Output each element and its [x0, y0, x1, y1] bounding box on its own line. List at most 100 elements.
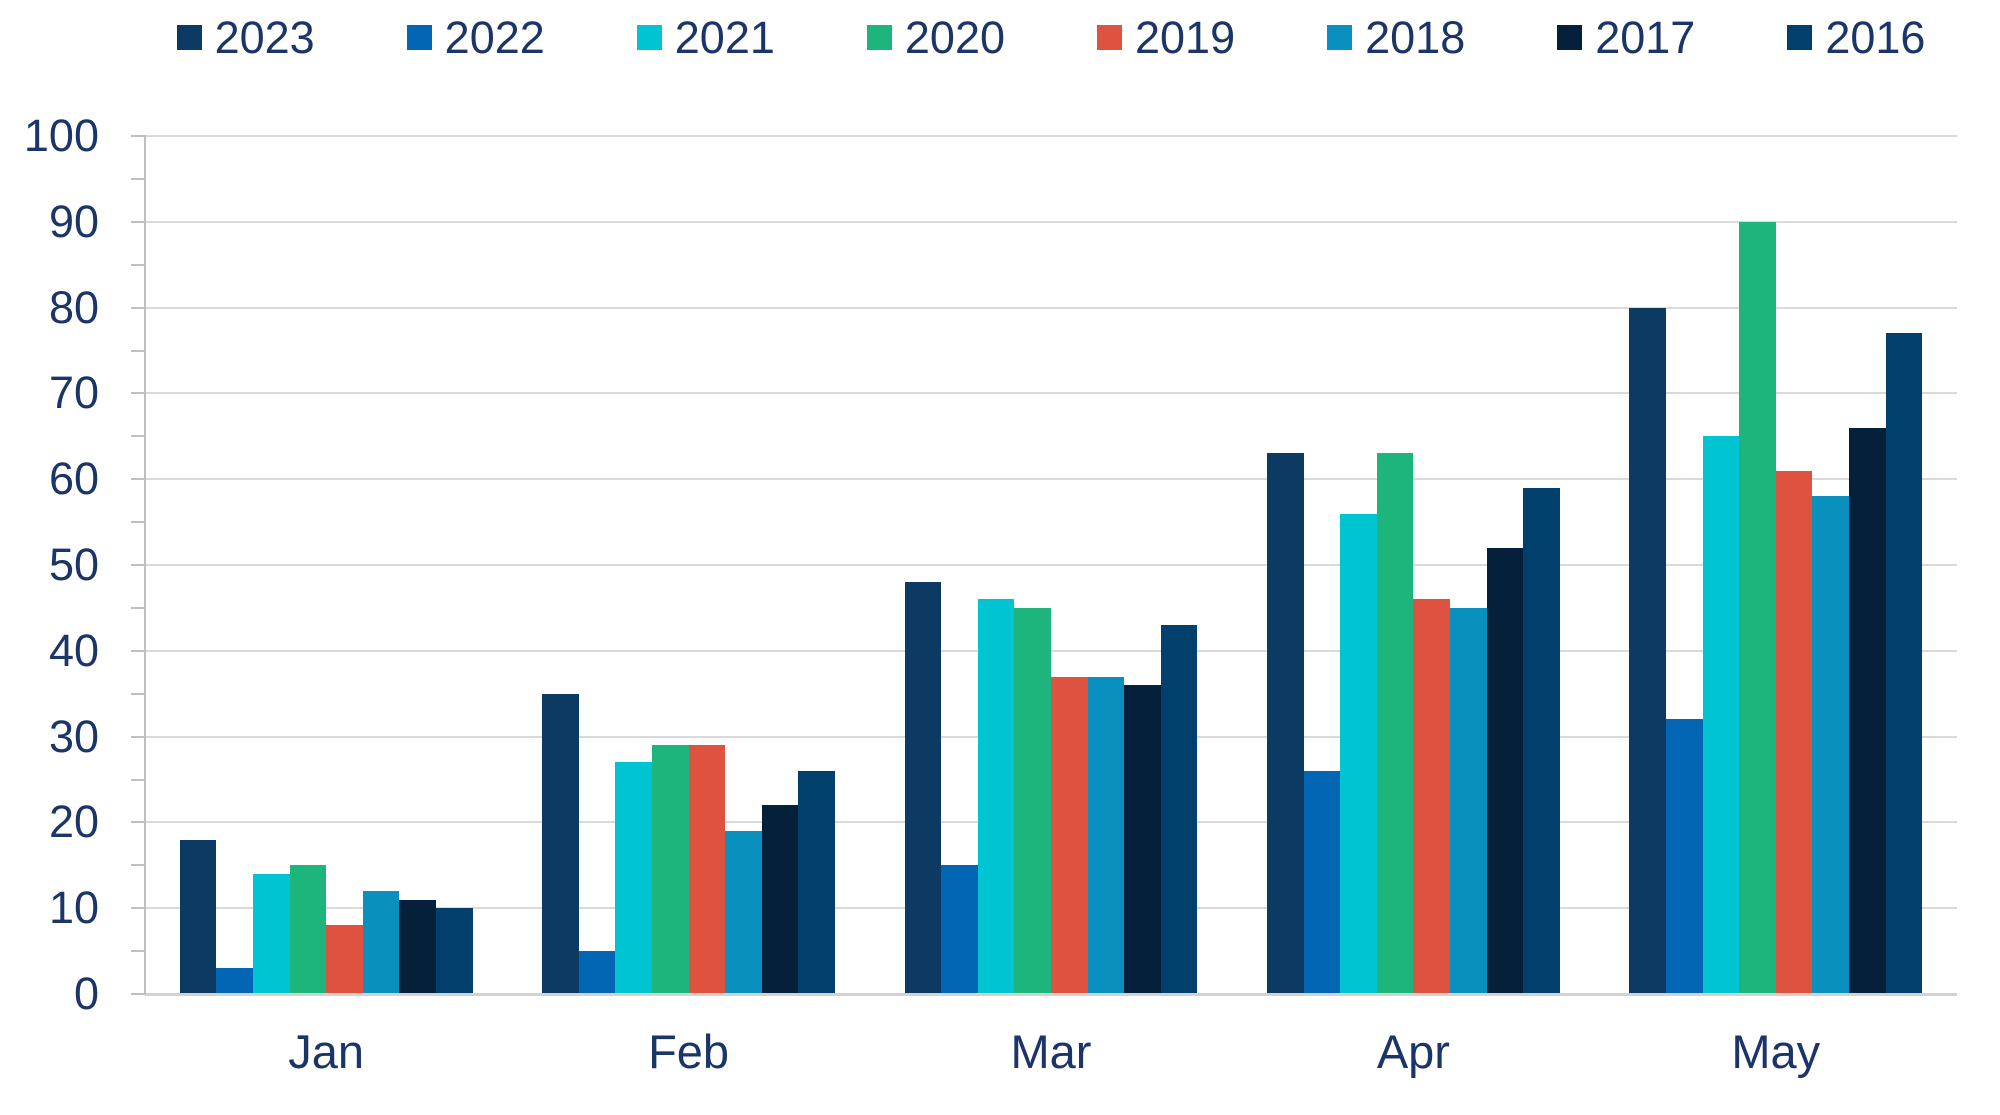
y-axis-tick — [131, 564, 146, 566]
y-axis-label: 0 — [73, 968, 99, 1019]
bar-2018-Mar — [1087, 676, 1125, 994]
bar-2022-May — [1666, 719, 1703, 994]
legend-item-2019: 2019 — [1097, 15, 1235, 60]
bar-2020-Apr — [1376, 453, 1414, 994]
bar-2022-Mar — [941, 865, 978, 994]
y-axis-label: 100 — [23, 110, 99, 161]
bar-2016-Mar — [1160, 625, 1198, 994]
y-axis-tick — [131, 392, 146, 395]
legend-swatch-icon — [1557, 24, 1583, 50]
gridline — [145, 564, 1957, 566]
bar-2020-Feb — [652, 745, 689, 994]
y-axis-tick — [131, 435, 146, 438]
bar-2017-Jan — [399, 899, 436, 994]
x-axis-label-Apr: Apr — [1376, 1025, 1450, 1078]
y-axis-tick — [131, 306, 146, 309]
bar-2020-Jan — [289, 865, 327, 994]
legend-label: 2020 — [904, 11, 1005, 63]
y-axis-tick — [131, 692, 146, 695]
legend-item-2022: 2022 — [406, 11, 545, 63]
plot-area — [145, 135, 1957, 994]
y-axis-tick — [131, 821, 146, 824]
legend-swatch-icon — [406, 24, 432, 50]
bar-2019-Feb — [688, 745, 726, 994]
bar-2020-Mar — [1014, 607, 1051, 994]
bar-2022-Apr — [1303, 770, 1341, 994]
legend-swatch-icon — [866, 24, 892, 50]
x-axis-label-Jan: Jan — [288, 1025, 365, 1078]
bar-2023-May — [1629, 307, 1666, 994]
gridline — [145, 135, 1957, 137]
bar-2022-Feb — [578, 951, 616, 994]
y-axis-label: 30 — [48, 710, 99, 762]
y-axis-label: 70 — [48, 367, 99, 419]
y-axis-tick — [131, 950, 146, 953]
x-axis-label-May: May — [1731, 1025, 1821, 1078]
legend-item-2023: 2023 — [176, 15, 315, 60]
gridline — [145, 392, 1957, 395]
bar-2016-Apr — [1523, 487, 1560, 994]
y-axis-tick — [131, 907, 146, 910]
bar-2023-Apr — [1267, 453, 1304, 994]
gridline — [145, 649, 1957, 652]
legend-item-2021: 2021 — [636, 11, 775, 63]
y-axis-label: 80 — [48, 281, 99, 333]
bar-2016-Feb — [798, 770, 835, 994]
legend-label: 2022 — [444, 11, 545, 63]
legend-label: 2016 — [1825, 11, 1926, 63]
bar-2021-Feb — [615, 762, 652, 994]
legend-item-2017: 2017 — [1557, 15, 1695, 60]
bar-2021-Jan — [253, 873, 290, 994]
bar-2023-Feb — [542, 693, 579, 994]
bar-2022-Jan — [216, 968, 253, 994]
legend-item-2016: 2016 — [1787, 15, 1925, 60]
legend-swatch-icon — [636, 24, 662, 50]
legend-swatch-icon — [1787, 24, 1813, 50]
y-axis-label: 90 — [48, 195, 99, 247]
bar-2021-Mar — [977, 599, 1015, 994]
bar-2016-May — [1885, 333, 1923, 994]
legend-label: 2021 — [674, 11, 775, 63]
bar-2019-Jan — [326, 925, 363, 994]
gridline — [145, 220, 1957, 223]
x-axis-label-Feb: Feb — [648, 1025, 730, 1078]
bar-2021-Apr — [1340, 513, 1377, 994]
y-axis-tick — [131, 735, 146, 738]
bar-2017-Apr — [1486, 547, 1524, 994]
x-axis-line — [145, 993, 1957, 996]
bar-2019-May — [1775, 470, 1813, 994]
bar-2018-Apr — [1450, 607, 1487, 994]
y-axis-tick — [131, 135, 146, 137]
bar-2023-Jan — [179, 839, 217, 994]
legend-item-2018: 2018 — [1327, 15, 1465, 60]
bar-2019-Mar — [1051, 676, 1088, 994]
y-axis-label: 40 — [48, 624, 99, 676]
legend-label: 2019 — [1135, 11, 1236, 63]
y-axis-label: 60 — [48, 453, 99, 505]
y-axis-tick — [131, 220, 146, 223]
bar-2017-May — [1849, 427, 1886, 994]
legend-label: 2017 — [1595, 11, 1696, 63]
y-axis-tick — [131, 606, 146, 609]
legend-label: 2018 — [1365, 11, 1466, 63]
y-axis-tick — [131, 478, 146, 481]
y-axis-tick — [131, 778, 146, 781]
gridline — [145, 306, 1957, 309]
bar-2023-Mar — [904, 582, 942, 994]
bar-2018-Jan — [362, 891, 400, 994]
chart-legend: 2023 2022 2021 2020 2019 2018 2017 2016 — [145, 8, 1957, 66]
y-axis-tick — [131, 864, 146, 867]
y-axis-tick — [131, 177, 146, 180]
legend-swatch-icon — [1097, 24, 1122, 50]
legend-swatch-icon — [176, 24, 202, 50]
bar-2020-May — [1739, 221, 1776, 994]
bar-2016-Jan — [436, 908, 473, 994]
legend-swatch-icon — [1327, 24, 1353, 50]
bar-2018-Feb — [725, 830, 762, 994]
y-axis-tick — [131, 263, 146, 266]
bar-2017-Feb — [761, 805, 799, 994]
legend-item-2020: 2020 — [866, 11, 1005, 63]
gridline — [145, 478, 1957, 481]
y-axis-tick — [131, 993, 146, 995]
